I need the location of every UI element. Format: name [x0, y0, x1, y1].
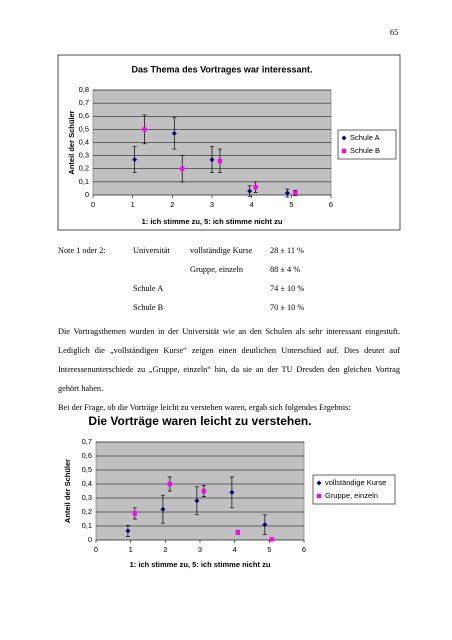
marker: [125, 528, 131, 534]
y-tick-label: 0,4: [79, 137, 89, 146]
y-tick-label: 0,7: [79, 98, 89, 107]
marker: [341, 135, 347, 141]
marker: [247, 188, 253, 194]
x-tick-label: 0: [94, 545, 98, 554]
x-tick-label: 1: [131, 200, 135, 209]
x-tick-label: 2: [163, 545, 167, 554]
legend-box: [337, 129, 397, 160]
x-tick-label: 5: [289, 200, 293, 209]
marker: [201, 488, 207, 494]
legend-label: Schule A: [350, 133, 380, 142]
marker: [142, 127, 147, 132]
y-axis-label: Anteil der Schüler: [63, 459, 72, 523]
y-axis-label: Anteil der Schüler: [67, 110, 76, 174]
x-axis-label: 1: ich stimme zu, 5: ich stimme nicht zu: [142, 217, 283, 226]
y-tick-label: 0,5: [82, 465, 92, 474]
y-tick-label: 0: [88, 535, 92, 544]
y-tick-label: 0,4: [82, 479, 92, 488]
x-tick-label: 3: [210, 200, 214, 209]
chart-frame: [57, 54, 401, 231]
notes-cell: Schule A: [133, 284, 164, 293]
marker: [269, 537, 274, 542]
marker: [316, 480, 322, 486]
plot-area: [95, 441, 305, 541]
x-tick-label: 3: [198, 545, 202, 554]
notes-cell: 74 ± 10 %: [270, 284, 305, 293]
y-tick-label: 0,3: [82, 493, 92, 502]
notes-cell: Universität: [133, 246, 170, 255]
marker: [167, 481, 173, 487]
marker: [253, 184, 258, 190]
marker: [316, 493, 322, 499]
x-tick-label: 6: [329, 200, 333, 209]
x-tick-label: 4: [233, 545, 237, 554]
paragraph: Bei der Frage, ob die Vorträge leicht zu…: [58, 403, 351, 412]
y-tick-label: 0,7: [82, 437, 92, 446]
chart-title: Die Vorträge waren leicht zu verstehen.: [88, 414, 311, 428]
notes-cell: vollständige Kurse: [190, 246, 253, 255]
y-tick-label: 0,2: [79, 164, 89, 173]
marker: [262, 522, 268, 528]
page-number: 65: [390, 28, 399, 37]
y-tick-label: 0,8: [79, 85, 89, 94]
notes-label: Note 1 oder 2:: [58, 246, 106, 255]
notes-cell: Schule B: [133, 303, 164, 312]
y-tick-label: 0,2: [82, 507, 92, 516]
notes-cell: 28 ± 11 %: [270, 246, 304, 255]
marker: [293, 190, 298, 196]
paragraph: Die Vortragsthemen wurden in der Univers…: [58, 327, 400, 393]
marker: [229, 489, 235, 495]
marker: [341, 148, 347, 154]
x-tick-label: 5: [267, 545, 271, 554]
y-tick-label: 0,1: [79, 177, 89, 186]
x-tick-label: 0: [91, 200, 95, 209]
legend-box: [312, 474, 396, 505]
marker: [132, 157, 138, 163]
notes-cell: 70 ± 10 %: [270, 303, 305, 312]
marker: [194, 498, 200, 504]
legend-label: Gruppe, einzeln: [325, 491, 378, 500]
marker: [284, 190, 290, 196]
notes-cell: 88 ± 4 %: [270, 265, 301, 274]
y-tick-label: 0,1: [82, 521, 92, 530]
x-tick-label: 6: [302, 545, 306, 554]
chart-title: Das Thema des Vortrages war interessant.: [132, 64, 313, 74]
legend-label: vollständige Kurse: [325, 478, 386, 487]
marker: [235, 530, 240, 535]
y-tick-label: 0: [85, 190, 89, 199]
marker: [160, 506, 166, 512]
y-tick-label: 0,6: [79, 111, 89, 120]
marker: [217, 158, 223, 164]
notes-cell: Gruppe, einzeln: [190, 265, 243, 274]
x-tick-label: 2: [170, 200, 174, 209]
x-tick-label: 1: [129, 545, 133, 554]
legend-label: Schule B: [350, 146, 380, 155]
marker: [132, 511, 138, 516]
x-tick-label: 4: [250, 200, 254, 209]
y-tick-label: 0,5: [79, 124, 89, 133]
marker: [171, 130, 177, 136]
x-axis-label: 1: ich stimme zu, 5: ich stimme nicht zu: [130, 560, 271, 569]
y-tick-label: 0,6: [82, 451, 92, 460]
marker: [209, 157, 215, 163]
marker: [180, 166, 185, 171]
y-tick-label: 0,3: [79, 151, 89, 160]
